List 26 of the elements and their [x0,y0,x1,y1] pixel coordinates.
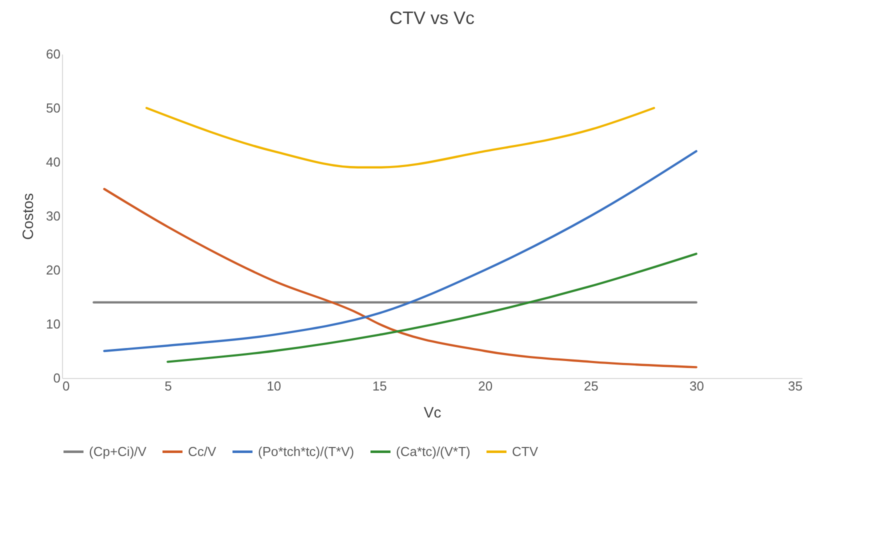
y-tick-label: 50 [46,100,60,116]
legend-label: (Cp+Ci)/V [89,444,147,459]
x-tick-label: 25 [584,378,598,394]
x-tick-label: 20 [478,378,493,394]
y-tick-label: 10 [46,316,60,332]
y-tick-label: 30 [46,208,60,224]
legend-label: CTV [512,444,538,459]
legend-label: Cc/V [188,444,216,459]
x-tick-label: 0 [62,378,70,394]
y-tick-label: 20 [46,262,60,278]
x-tick-label: 30 [690,378,704,394]
x-tick-label: 10 [266,378,282,394]
x-tick-label: 15 [372,378,387,394]
y-tick-label: 60 [46,46,60,62]
x-axis-title: Vc [424,404,442,422]
line-series [145,106,656,168]
line-series [166,252,698,363]
line-series [103,188,698,368]
line-series [103,150,698,352]
x-tick-label: 35 [788,378,802,394]
legend-label: (Po*tch*tc)/(T*V) [258,444,354,459]
x-tick-label: 5 [164,378,172,394]
y-axis-title: Costos [20,193,38,240]
chart-title: CTV vs Vc [389,8,475,28]
y-tick-label: 40 [46,154,60,170]
legend-label: (Ca*tc)/(V*T) [396,444,470,459]
